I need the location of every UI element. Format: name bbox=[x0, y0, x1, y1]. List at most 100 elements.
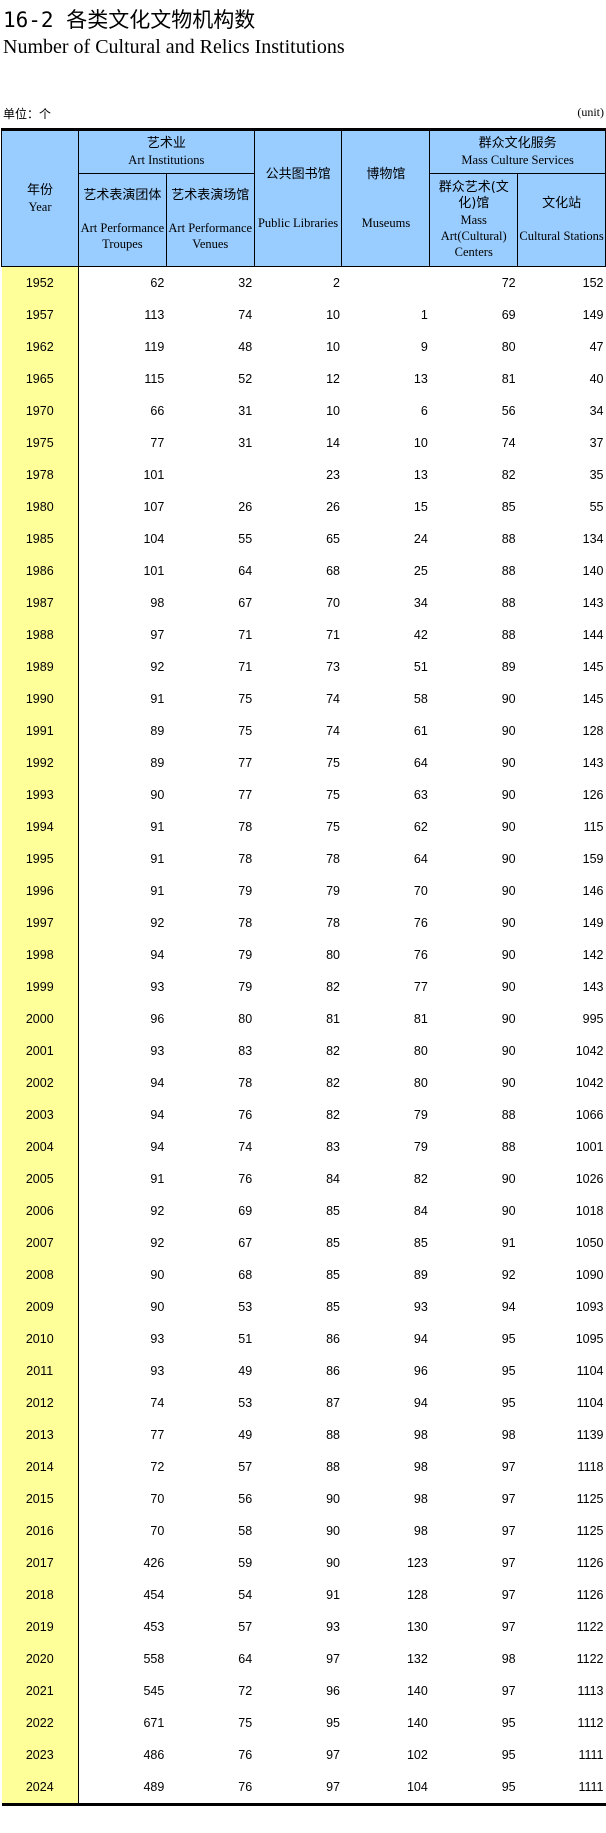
header-centers: 群众艺术(文化)馆 Mass Art(Cultural) Centers bbox=[429, 173, 519, 267]
table-row: 1978 101 23 13 82 35 bbox=[1, 459, 606, 491]
cell-stations: 1118 bbox=[577, 1460, 604, 1474]
cell-year: 2020 bbox=[1, 1643, 79, 1675]
cell-museums: 80 bbox=[413, 1076, 428, 1090]
cell-libraries: 82 bbox=[326, 1044, 340, 1058]
cell-centers: 92 bbox=[501, 1268, 516, 1282]
table-row: 1992 89 77 75 64 90 143 bbox=[1, 747, 606, 779]
cell-venues: 79 bbox=[238, 980, 253, 994]
cell-venues: 75 bbox=[238, 1716, 253, 1730]
cell-stations: 1066 bbox=[575, 1108, 604, 1122]
cell-year: 2013 bbox=[1, 1419, 79, 1451]
cell-venues: 31 bbox=[238, 404, 253, 418]
cell-stations: 1111 bbox=[517, 1771, 606, 1806]
table-row: 2017 426 59 90 123 97 1126 bbox=[1, 1547, 606, 1579]
cell-centers: 95 bbox=[501, 1396, 516, 1410]
cell-troupes: 62 bbox=[150, 276, 165, 290]
cell-year: 2008 bbox=[1, 1259, 79, 1291]
cell-venues: 78 bbox=[238, 1076, 253, 1090]
cell-troupes: 107 bbox=[143, 500, 165, 514]
cell-troupes: 453 bbox=[143, 1620, 165, 1634]
table-row: 1989 92 71 73 51 89 145 bbox=[1, 651, 606, 683]
cell-year: 2005 bbox=[1, 1163, 79, 1195]
table-row: 2021 545 72 96 140 97 1113 bbox=[1, 1675, 606, 1707]
cell-venues: 79 bbox=[238, 884, 253, 898]
cell-museums: 79 bbox=[413, 1140, 428, 1154]
table-row: 1962 119 48 10 9 80 47 bbox=[1, 331, 606, 363]
cell-year: 1994 bbox=[1, 811, 79, 843]
page-subtitle: Number of Cultural and Relics Institutio… bbox=[3, 36, 345, 58]
cell-libraries: 23 bbox=[326, 468, 340, 482]
cell-venues: 74 bbox=[238, 1140, 253, 1154]
cell-venues: 58 bbox=[238, 1524, 253, 1538]
cell-troupes: 92 bbox=[150, 1236, 165, 1250]
header-mass-culture: 群众文化服务 Mass Culture Services bbox=[429, 128, 606, 174]
cell-venues: 51 bbox=[238, 1332, 253, 1346]
cell-troupes: 72 bbox=[150, 1460, 165, 1474]
header-troupes: 艺术表演团体 Art Performance Troupes bbox=[78, 173, 167, 267]
cell-stations: 145 bbox=[582, 660, 604, 674]
cell-museums: 98 bbox=[413, 1524, 428, 1538]
cell-troupes: 119 bbox=[144, 340, 165, 354]
cell-stations: 37 bbox=[589, 436, 604, 450]
table-row: 2013 77 49 88 98 98 1139 bbox=[1, 1419, 606, 1451]
cell-libraries: 78 bbox=[326, 852, 340, 866]
cell-stations: 140 bbox=[582, 564, 604, 578]
cell-venues: 78 bbox=[238, 916, 253, 930]
cell-troupes: 558 bbox=[143, 1652, 165, 1666]
cell-centers: 90 bbox=[501, 852, 516, 866]
cell-centers: 90 bbox=[501, 980, 516, 994]
cell-museums: 98 bbox=[413, 1492, 428, 1506]
cell-libraries: 85 bbox=[326, 1204, 340, 1218]
cell-troupes: 94 bbox=[150, 1076, 165, 1090]
cell-year: 2011 bbox=[1, 1355, 79, 1387]
cell-museums: 9 bbox=[420, 340, 428, 354]
cell-venues: 76 bbox=[238, 1172, 253, 1186]
cell-centers: 81 bbox=[501, 372, 516, 386]
cell-libraries: 75 bbox=[326, 756, 340, 770]
unit-label-cn: 单位：个 bbox=[3, 107, 52, 121]
cell-museums: 34 bbox=[413, 596, 428, 610]
cell-museums: 102 bbox=[406, 1748, 428, 1762]
cell-libraries: 82 bbox=[326, 1108, 340, 1122]
cell-centers: 88 bbox=[501, 1140, 516, 1154]
cell-libraries: 14 bbox=[326, 436, 340, 450]
cell-year: 1978 bbox=[1, 459, 79, 491]
cell-troupes: 93 bbox=[150, 1332, 165, 1346]
cell-venues: 77 bbox=[238, 788, 253, 802]
table-row: 1952 62 32 2 72 152 bbox=[1, 266, 606, 299]
table-row: 2011 93 49 86 96 95 1104 bbox=[1, 1355, 606, 1387]
table-row: 2014 72 57 88 98 97 1118 bbox=[1, 1451, 606, 1483]
cell-centers: 97 bbox=[501, 1620, 516, 1634]
cell-centers: 97 bbox=[501, 1556, 516, 1570]
table-row: 2024 489 76 97 104 95 1111 bbox=[1, 1771, 606, 1806]
cell-museums: 62 bbox=[413, 820, 428, 834]
cell-centers: 94 bbox=[501, 1300, 516, 1314]
cell-stations: 115 bbox=[583, 820, 604, 834]
cell-libraries: 93 bbox=[326, 1620, 340, 1634]
table-row: 1997 92 78 78 76 90 149 bbox=[1, 907, 606, 939]
cell-stations: 142 bbox=[582, 948, 604, 962]
table-row: 1970 66 31 10 6 56 34 bbox=[1, 395, 606, 427]
table-row: 2022 671 75 95 140 95 1112 bbox=[1, 1707, 606, 1739]
cell-venues: 67 bbox=[238, 596, 253, 610]
cell-venues: 76 bbox=[238, 1108, 253, 1122]
cell-libraries: 85 bbox=[326, 1268, 340, 1282]
cell-year: 1996 bbox=[1, 875, 79, 907]
cell-museums: 77 bbox=[413, 980, 428, 994]
cell-centers: 90 bbox=[501, 1172, 516, 1186]
cell-libraries: 81 bbox=[326, 1012, 340, 1026]
cell-year: 1999 bbox=[1, 971, 79, 1003]
cell-venues: 78 bbox=[238, 852, 253, 866]
cell-centers: 97 bbox=[501, 1460, 516, 1474]
cell-troupes: 90 bbox=[150, 1300, 165, 1314]
cell-libraries: 90 bbox=[326, 1524, 340, 1538]
cell-libraries: 90 bbox=[326, 1556, 340, 1570]
cell-stations: 1113 bbox=[577, 1684, 604, 1698]
cell-venues: 72 bbox=[238, 1684, 253, 1698]
cell-museums: 51 bbox=[413, 660, 428, 674]
cell-stations: 1126 bbox=[576, 1588, 604, 1602]
cell-centers: 95 bbox=[501, 1364, 516, 1378]
cell-stations: 1090 bbox=[575, 1268, 604, 1282]
cell-museums: 94 bbox=[413, 1332, 428, 1346]
cell-centers: 74 bbox=[501, 436, 516, 450]
